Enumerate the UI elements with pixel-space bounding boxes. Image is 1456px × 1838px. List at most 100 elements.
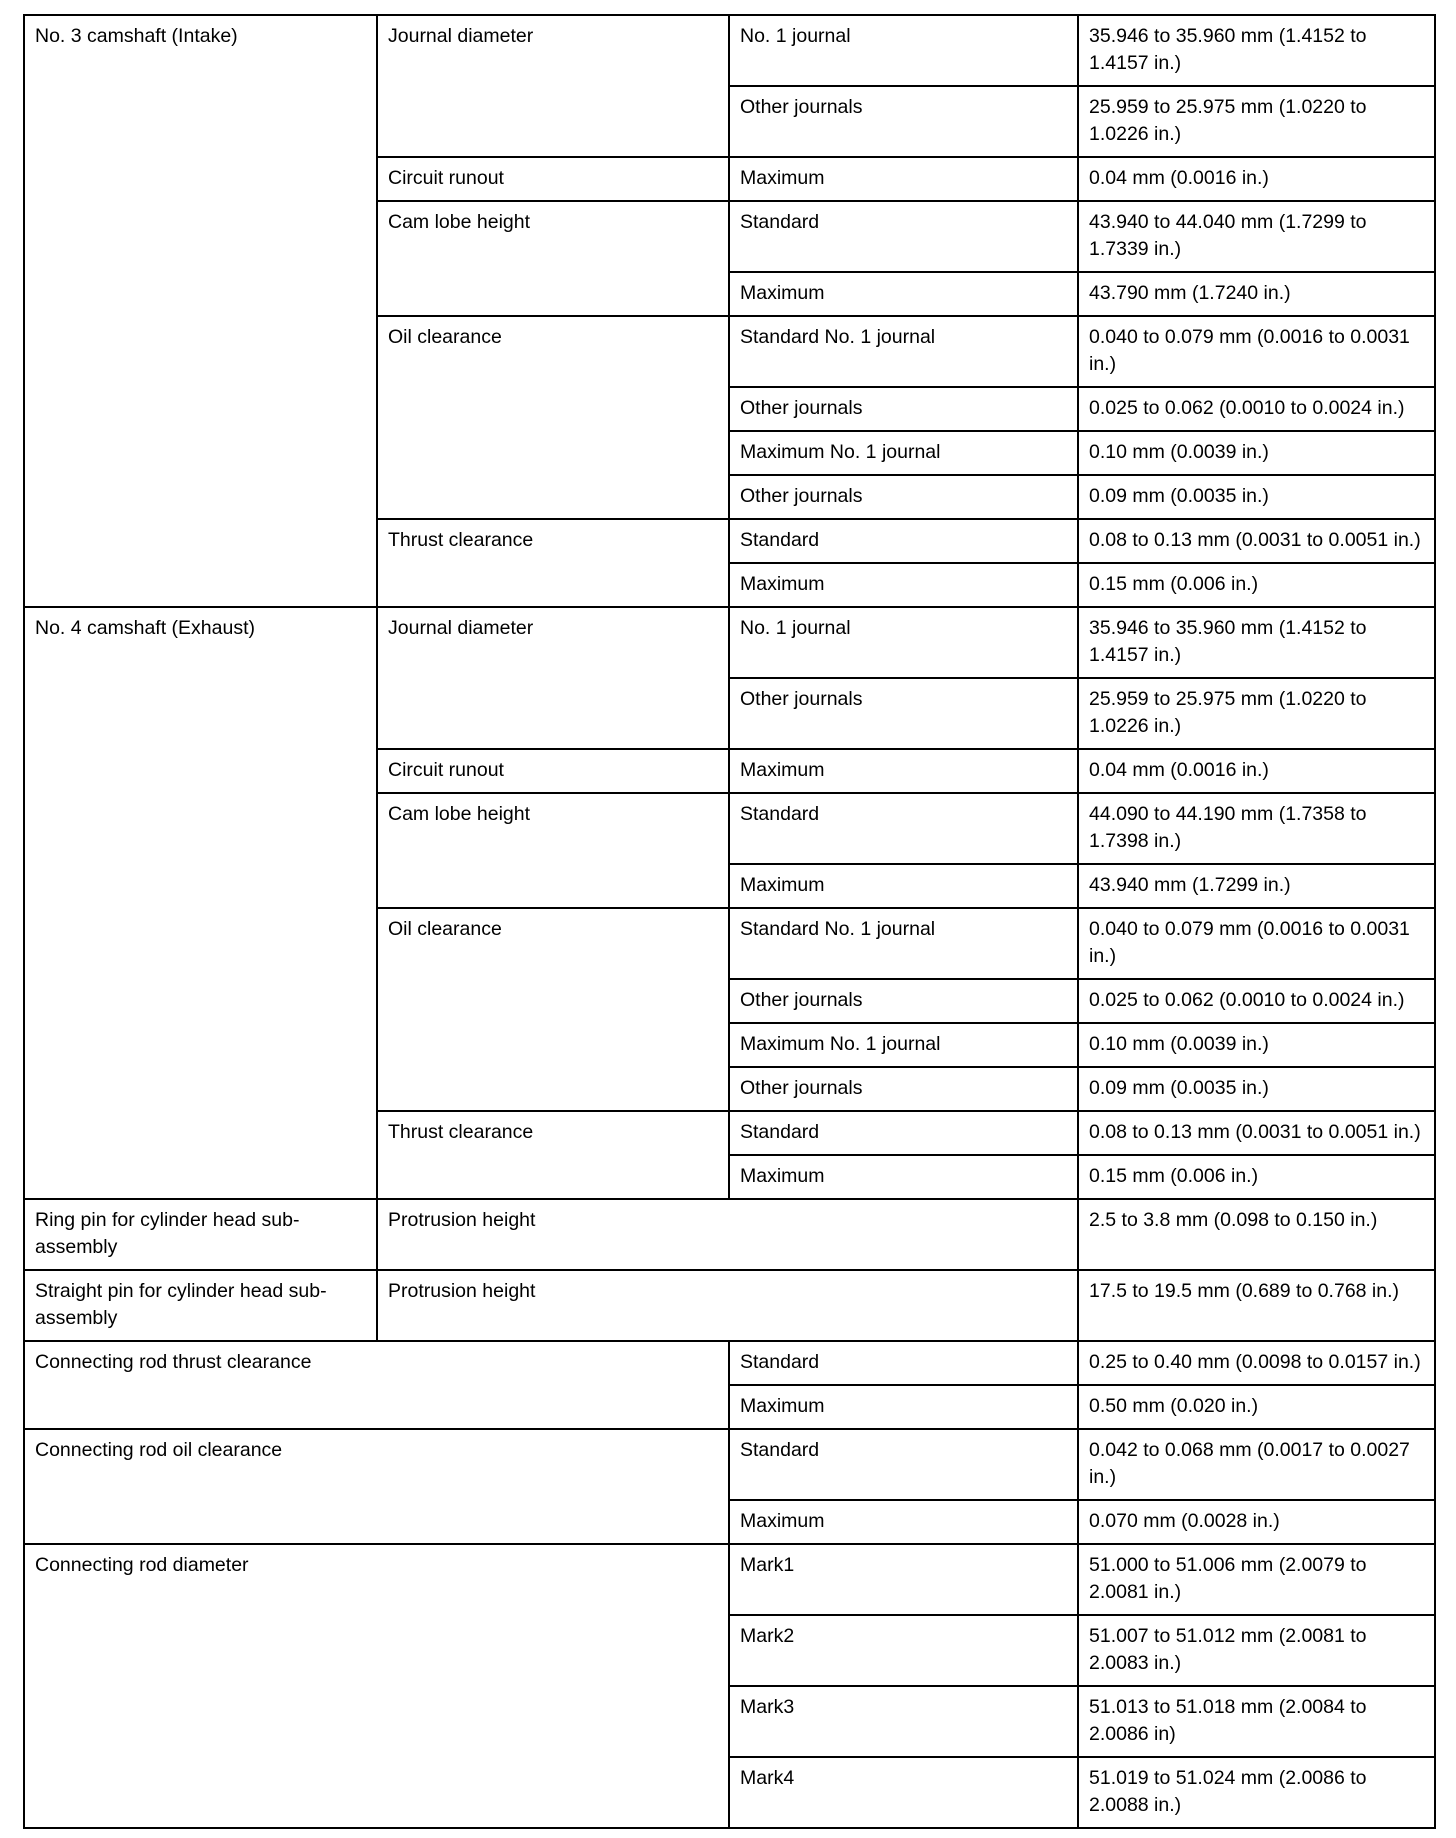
condition-cell: Standard bbox=[728, 792, 1079, 865]
table-row: Thrust clearance Standard 0.08 to 0.13 mm … bbox=[24, 518, 1436, 608]
value-cell: 0.09 mm (0.0035 in.) bbox=[1077, 1066, 1436, 1112]
specification-table-body: No. 3 camshaft (Intake) Journal diameter N… bbox=[23, 14, 1436, 1829]
parameter-cell: Cam lobe height bbox=[376, 200, 730, 317]
table-row: Circuit runout Maximum 0.04 mm (0.0016 in.… bbox=[24, 748, 1436, 794]
table-row: Mark3 51.013 to 51.018 mm (2.0084 to 2.00… bbox=[24, 1685, 1436, 1758]
parameter-cell: Journal diameter bbox=[376, 14, 730, 158]
value-cell: 51.007 to 51.012 mm (2.0081 to 2.0083 in… bbox=[1077, 1614, 1436, 1687]
condition-cell: Other journals bbox=[728, 386, 1079, 432]
table-row: Maximum 43.940 mm (1.7299 in.) bbox=[24, 863, 1436, 909]
value-cell: 0.070 mm (0.0028 in.) bbox=[1077, 1499, 1436, 1545]
value-cell: 0.15 mm (0.006 in.) bbox=[1077, 1154, 1436, 1200]
value-cell: 0.040 to 0.079 mm (0.0016 to 0.0031 in.) bbox=[1077, 315, 1436, 388]
table-row: Ring pin for cylinder head sub-assembly P… bbox=[23, 1198, 1436, 1271]
condition-cell: Mark1 bbox=[728, 1543, 1079, 1616]
value-cell: 0.04 mm (0.0016 in.) bbox=[1077, 156, 1436, 202]
component-cell: Straight pin for cylinder head sub-assem… bbox=[23, 1269, 378, 1342]
component-cell: No. 3 camshaft (Intake) bbox=[23, 14, 378, 608]
value-cell: 0.040 to 0.079 mm (0.0016 to 0.0031 in.) bbox=[1077, 907, 1436, 980]
condition-cell: Standard No. 1 journal bbox=[728, 315, 1079, 388]
table-row: Other journals 25.959 to 25.975 mm (1.022… bbox=[24, 85, 1436, 158]
table-row: Thrust clearance Standard 0.08 to 0.13 mm … bbox=[24, 1110, 1436, 1200]
condition-cell: Other journals bbox=[728, 677, 1079, 750]
condition-cell: Maximum bbox=[728, 1384, 1079, 1430]
table-row: Other journals 0.09 mm (0.0035 in.) bbox=[24, 474, 1436, 520]
parameter-cell: Protrusion height bbox=[376, 1198, 1079, 1271]
table-row: Cam lobe height Standard 44.090 to 44.190 … bbox=[24, 792, 1436, 909]
condition-cell: Standard bbox=[728, 1340, 1079, 1386]
table-row: Connecting rod thrust clearance Standard 0… bbox=[23, 1340, 1436, 1430]
condition-cell: Other journals bbox=[728, 474, 1079, 520]
condition-cell: Maximum bbox=[728, 562, 1079, 608]
value-cell: 0.025 to 0.062 (0.0010 to 0.0024 in.) bbox=[1077, 978, 1436, 1024]
condition-cell: Maximum bbox=[728, 748, 1079, 794]
value-cell: 51.019 to 51.024 mm (2.0086 to 2.0088 in… bbox=[1077, 1756, 1436, 1829]
parameter-cell: Cam lobe height bbox=[376, 792, 730, 909]
condition-cell: Maximum bbox=[728, 863, 1079, 909]
table-row: Maximum 0.070 mm (0.0028 in.) bbox=[24, 1499, 1436, 1545]
component-cell: Connecting rod thrust clearance bbox=[23, 1340, 730, 1430]
value-cell: 0.50 mm (0.020 in.) bbox=[1077, 1384, 1436, 1430]
parameter-cell: Thrust clearance bbox=[376, 518, 730, 608]
table-row: Maximum 43.790 mm (1.7240 in.) bbox=[24, 271, 1436, 317]
value-cell: 25.959 to 25.975 mm (1.0220 to 1.0226 in… bbox=[1077, 677, 1436, 750]
condition-cell: Mark4 bbox=[728, 1756, 1079, 1829]
condition-cell: Standard bbox=[728, 1428, 1079, 1501]
condition-cell: Other journals bbox=[728, 85, 1079, 158]
table-row: Mark2 51.007 to 51.012 mm (2.0081 to 2.00… bbox=[24, 1614, 1436, 1687]
parameter-cell: Oil clearance bbox=[376, 315, 730, 520]
value-cell: 51.013 to 51.018 mm (2.0084 to 2.0086 in… bbox=[1077, 1685, 1436, 1758]
table-row: Oil clearance Standard No. 1 journal 0.040… bbox=[24, 907, 1436, 1112]
value-cell: 17.5 to 19.5 mm (0.689 to 0.768 in.) bbox=[1077, 1269, 1436, 1342]
value-cell: 51.000 to 51.006 mm (2.0079 to 2.0081 in… bbox=[1077, 1543, 1436, 1616]
condition-cell: Maximum No. 1 journal bbox=[728, 1022, 1079, 1068]
value-cell: 0.042 to 0.068 mm (0.0017 to 0.0027 in.) bbox=[1077, 1428, 1436, 1501]
condition-cell: Standard bbox=[728, 1110, 1079, 1156]
condition-cell: Other journals bbox=[728, 978, 1079, 1024]
table-row: No. 4 camshaft (Exhaust) Journal diameter… bbox=[23, 606, 1436, 1200]
table-row: Other journals 0.09 mm (0.0035 in.) bbox=[24, 1066, 1436, 1112]
table-row: Mark4 51.019 to 51.024 mm (2.0086 to 2.00… bbox=[24, 1756, 1436, 1829]
condition-cell: Other journals bbox=[728, 1066, 1079, 1112]
condition-cell: Standard No. 1 journal bbox=[728, 907, 1079, 980]
table-row: Cam lobe height Standard 43.940 to 44.040 … bbox=[24, 200, 1436, 317]
table-row: Maximum No. 1 journal 0.10 mm (0.0039 in.… bbox=[24, 1022, 1436, 1068]
parameter-cell: Oil clearance bbox=[376, 907, 730, 1112]
parameter-cell: Circuit runout bbox=[376, 748, 730, 794]
condition-cell: No. 1 journal bbox=[728, 606, 1079, 679]
table-row: Maximum 0.15 mm (0.006 in.) bbox=[24, 562, 1436, 608]
component-cell: No. 4 camshaft (Exhaust) bbox=[23, 606, 378, 1200]
value-cell: 0.04 mm (0.0016 in.) bbox=[1077, 748, 1436, 794]
table-row: Other journals 0.025 to 0.062 (0.0010 to … bbox=[24, 978, 1436, 1024]
table-row: Other journals 25.959 to 25.975 mm (1.022… bbox=[24, 677, 1436, 750]
value-cell: 35.946 to 35.960 mm (1.4152 to 1.4157 in… bbox=[1077, 14, 1436, 87]
value-cell: 0.15 mm (0.006 in.) bbox=[1077, 562, 1436, 608]
value-cell: 0.10 mm (0.0039 in.) bbox=[1077, 430, 1436, 476]
table-row: Oil clearance Standard No. 1 journal 0.040… bbox=[24, 315, 1436, 520]
value-cell: 0.025 to 0.062 (0.0010 to 0.0024 in.) bbox=[1077, 386, 1436, 432]
parameter-cell: Circuit runout bbox=[376, 156, 730, 202]
table-row: Circuit runout Maximum 0.04 mm (0.0016 in.… bbox=[24, 156, 1436, 202]
condition-cell: Maximum bbox=[728, 1154, 1079, 1200]
value-cell: 0.10 mm (0.0039 in.) bbox=[1077, 1022, 1436, 1068]
component-cell: Connecting rod oil clearance bbox=[23, 1428, 730, 1545]
parameter-cell: Journal diameter bbox=[376, 606, 730, 750]
value-cell: 0.25 to 0.40 mm (0.0098 to 0.0157 in.) bbox=[1077, 1340, 1436, 1386]
value-cell: 35.946 to 35.960 mm (1.4152 to 1.4157 in… bbox=[1077, 606, 1436, 679]
value-cell: 43.790 mm (1.7240 in.) bbox=[1077, 271, 1436, 317]
condition-cell: Standard bbox=[728, 200, 1079, 273]
condition-cell: Standard bbox=[728, 518, 1079, 564]
condition-cell: Maximum bbox=[728, 1499, 1079, 1545]
condition-cell: Maximum No. 1 journal bbox=[728, 430, 1079, 476]
table-row: Straight pin for cylinder head sub-assem… bbox=[23, 1269, 1436, 1342]
value-cell: 2.5 to 3.8 mm (0.098 to 0.150 in.) bbox=[1077, 1198, 1436, 1271]
value-cell: 0.08 to 0.13 mm (0.0031 to 0.0051 in.) bbox=[1077, 1110, 1436, 1156]
value-cell: 0.09 mm (0.0035 in.) bbox=[1077, 474, 1436, 520]
table-row: No. 3 camshaft (Intake) Journal diameter N… bbox=[23, 14, 1436, 608]
value-cell: 44.090 to 44.190 mm (1.7358 to 1.7398 in… bbox=[1077, 792, 1436, 865]
condition-cell: Maximum bbox=[728, 156, 1079, 202]
table-row: Maximum 0.50 mm (0.020 in.) bbox=[24, 1384, 1436, 1430]
specification-table: No. 3 camshaft (Intake) Journal diameter N… bbox=[23, 14, 1436, 1829]
condition-cell: Mark2 bbox=[728, 1614, 1079, 1687]
table-row: Connecting rod oil clearance Standard 0.04… bbox=[23, 1428, 1436, 1545]
